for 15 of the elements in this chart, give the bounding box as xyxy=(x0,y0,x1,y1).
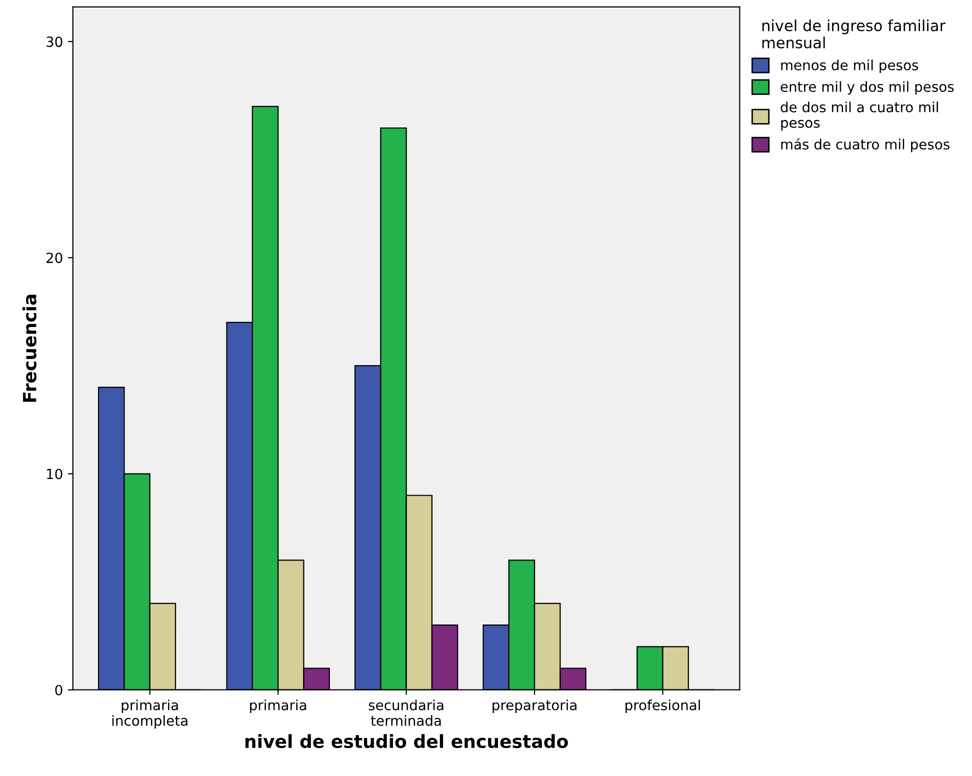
legend-title: nivel de ingreso familiar mensual xyxy=(762,19,946,48)
x-tick-label: primaria incompleta xyxy=(112,700,188,729)
y-tick-label: 10 xyxy=(47,468,62,480)
x-tick-label: profesional xyxy=(626,700,700,714)
legend-label: entre mil y dos mil pesos xyxy=(780,81,954,95)
legend-label: menos de mil pesos xyxy=(781,60,918,74)
y-tick-label: 0 xyxy=(55,684,62,696)
x-axis-title: nivel de estudio del encuestado xyxy=(245,734,568,748)
x-tick-label: primaria xyxy=(250,700,306,714)
x-tick-label: preparatoria xyxy=(492,700,576,714)
x-tick-label: secundaria terminada xyxy=(368,700,444,726)
legend-label: más de cuatro mil pesos xyxy=(781,138,950,152)
y-tick-label: 30 xyxy=(46,36,62,48)
y-tick-label: 20 xyxy=(46,252,62,264)
y-axis-title: Frecuencia xyxy=(22,294,36,402)
